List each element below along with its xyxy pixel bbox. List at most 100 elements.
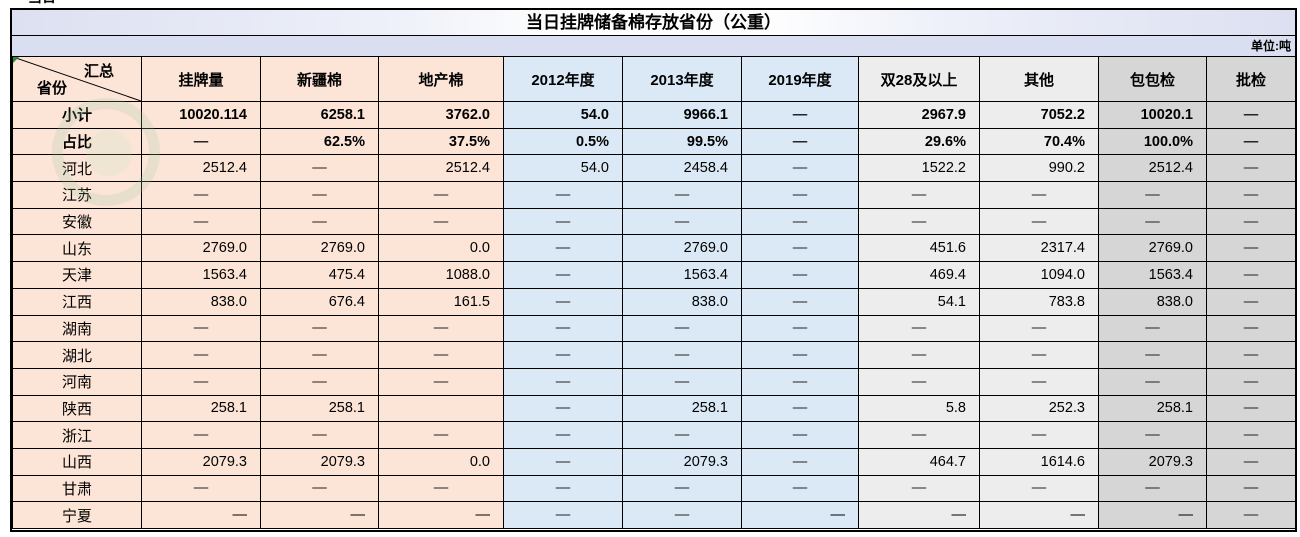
data-cell: — bbox=[141, 341, 261, 369]
data-cell: — bbox=[1206, 154, 1296, 183]
data-cell: 70.4% bbox=[979, 127, 1099, 156]
data-cell: 62.5% bbox=[260, 127, 379, 156]
data-cell: — bbox=[1098, 341, 1207, 369]
row-label: 江西 bbox=[12, 287, 142, 316]
data-cell: — bbox=[1206, 207, 1296, 236]
data-cell: — bbox=[622, 207, 742, 236]
data-cell: — bbox=[141, 127, 261, 156]
data-cell: 2769.0 bbox=[141, 234, 261, 263]
data-cell: — bbox=[858, 474, 980, 503]
data-cell: 990.2 bbox=[979, 154, 1099, 183]
data-cell: — bbox=[979, 207, 1099, 236]
data-cell: — bbox=[979, 314, 1099, 343]
data-cell: — bbox=[141, 474, 261, 503]
column-header: 批检 bbox=[1206, 56, 1296, 102]
column-header: 新疆棉 bbox=[260, 56, 379, 102]
data-cell: — bbox=[741, 287, 859, 316]
table-row: 江苏 — — — — — — — — — — bbox=[12, 181, 1296, 209]
row-label: 占比 bbox=[12, 127, 142, 156]
table-row: 山西 2079.3 2079.3 0.0—2079.3—464.7 1614.6 2079… bbox=[12, 447, 1296, 476]
data-cell: 37.5% bbox=[378, 127, 504, 156]
data-cell: — bbox=[979, 421, 1099, 449]
data-cell: 1088.0 bbox=[378, 261, 504, 289]
data-cell: — bbox=[858, 341, 980, 369]
data-cell: 2512.4 bbox=[378, 154, 504, 183]
data-cell: 100.0% bbox=[1098, 127, 1207, 156]
data-table: 汇总 省份 挂牌量 新疆棉 地产棉 2012年度 2013年度 2019年度 双28及以上其… bbox=[12, 56, 1296, 529]
data-cell: — bbox=[378, 421, 504, 449]
data-cell: 7052.2 bbox=[979, 101, 1099, 129]
row-label: 湖北 bbox=[12, 341, 142, 369]
data-cell: — bbox=[503, 474, 623, 503]
data-cell: 1614.6 bbox=[979, 447, 1099, 476]
data-cell: 1563.4 bbox=[141, 261, 261, 289]
data-cell: 2317.4 bbox=[979, 234, 1099, 263]
row-label: 甘肃 bbox=[12, 474, 142, 503]
data-cell: 2512.4 bbox=[141, 154, 261, 183]
table-row: 江西 838.0 676.4 161.5—838.0—54.1 783.8 838.0— bbox=[12, 287, 1296, 316]
data-cell: — bbox=[378, 181, 504, 209]
table-row: 安徽 — — — — — — — — — — bbox=[12, 207, 1296, 236]
data-cell: — bbox=[1206, 341, 1296, 369]
table-row: 山东 2769.0 2769.0 0.0—2769.0—451.6 2317.4 2769… bbox=[12, 234, 1296, 263]
data-cell: 258.1 bbox=[260, 394, 379, 423]
data-cell: — bbox=[741, 181, 859, 209]
table-row: 湖北 — — — — — — — — — — bbox=[12, 341, 1296, 369]
data-cell: — bbox=[622, 341, 742, 369]
data-cell: — bbox=[741, 421, 859, 449]
clipped-top-text: 当日 bbox=[28, 0, 98, 5]
data-cell: — bbox=[1098, 501, 1207, 529]
table-row: 甘肃 — — — — — — — — — — bbox=[12, 474, 1296, 503]
data-cell: — bbox=[741, 501, 859, 529]
data-cell: — bbox=[141, 367, 261, 396]
data-cell: — bbox=[741, 474, 859, 503]
report-sheet: 当日挂牌储备棉存放省份（公重） 单位:吨 汇总 省份 挂牌量 新疆棉 地产棉 2012… bbox=[10, 8, 1297, 532]
data-cell: 54.1 bbox=[858, 287, 980, 316]
data-cell: — bbox=[260, 367, 379, 396]
data-cell: — bbox=[503, 447, 623, 476]
green-corner-marker bbox=[13, 57, 19, 63]
data-cell: — bbox=[503, 421, 623, 449]
data-cell: 258.1 bbox=[141, 394, 261, 423]
corner-top-label: 汇总 bbox=[83, 63, 114, 80]
row-label: 湖南 bbox=[12, 314, 142, 343]
data-cell: — bbox=[1098, 367, 1207, 396]
data-cell: 2458.4 bbox=[622, 154, 742, 183]
data-cell: — bbox=[741, 234, 859, 263]
data-cell: — bbox=[503, 207, 623, 236]
table-row: 浙江 — — — — — — — — — — bbox=[12, 421, 1296, 449]
data-cell: — bbox=[1206, 101, 1296, 129]
data-cell: — bbox=[858, 207, 980, 236]
column-header: 挂牌量 bbox=[141, 56, 261, 102]
data-cell: — bbox=[741, 154, 859, 183]
unit-note: 单位:吨 bbox=[12, 36, 1295, 56]
data-cell: 1094.0 bbox=[979, 261, 1099, 289]
data-cell: — bbox=[1098, 181, 1207, 209]
data-cell: 2769.0 bbox=[1098, 234, 1207, 263]
data-cell: 838.0 bbox=[1098, 287, 1207, 316]
data-cell: 2769.0 bbox=[622, 234, 742, 263]
data-cell: — bbox=[378, 474, 504, 503]
data-cell: — bbox=[1206, 314, 1296, 343]
data-cell: — bbox=[503, 367, 623, 396]
data-cell: — bbox=[378, 501, 504, 529]
data-cell: — bbox=[503, 394, 623, 423]
data-cell: — bbox=[979, 341, 1099, 369]
row-label: 山西 bbox=[12, 447, 142, 476]
data-cell: — bbox=[741, 341, 859, 369]
data-cell: 29.6% bbox=[858, 127, 980, 156]
data-cell: — bbox=[503, 234, 623, 263]
row-label: 河南 bbox=[12, 367, 142, 396]
data-cell: — bbox=[979, 367, 1099, 396]
table-row: 河北 2512.4—2512.4 54.0 2458.4—1522.2 990.2 251… bbox=[12, 154, 1296, 183]
table-row: 陕西 258.1 258.1—258.1—5.8 252.3 258.1— bbox=[12, 394, 1296, 423]
data-cell: — bbox=[622, 421, 742, 449]
data-cell: — bbox=[741, 207, 859, 236]
data-cell: 9966.1 bbox=[622, 101, 742, 129]
data-cell: — bbox=[741, 261, 859, 289]
data-cell: 252.3 bbox=[979, 394, 1099, 423]
header-row: 汇总 省份 挂牌量 新疆棉 地产棉 2012年度 2013年度 2019年度 双28及以上其… bbox=[12, 56, 1296, 102]
table-row: 湖南 — — — — — — — — — — bbox=[12, 314, 1296, 343]
data-cell: — bbox=[260, 181, 379, 209]
data-cell: 10020.1 bbox=[1098, 101, 1207, 129]
